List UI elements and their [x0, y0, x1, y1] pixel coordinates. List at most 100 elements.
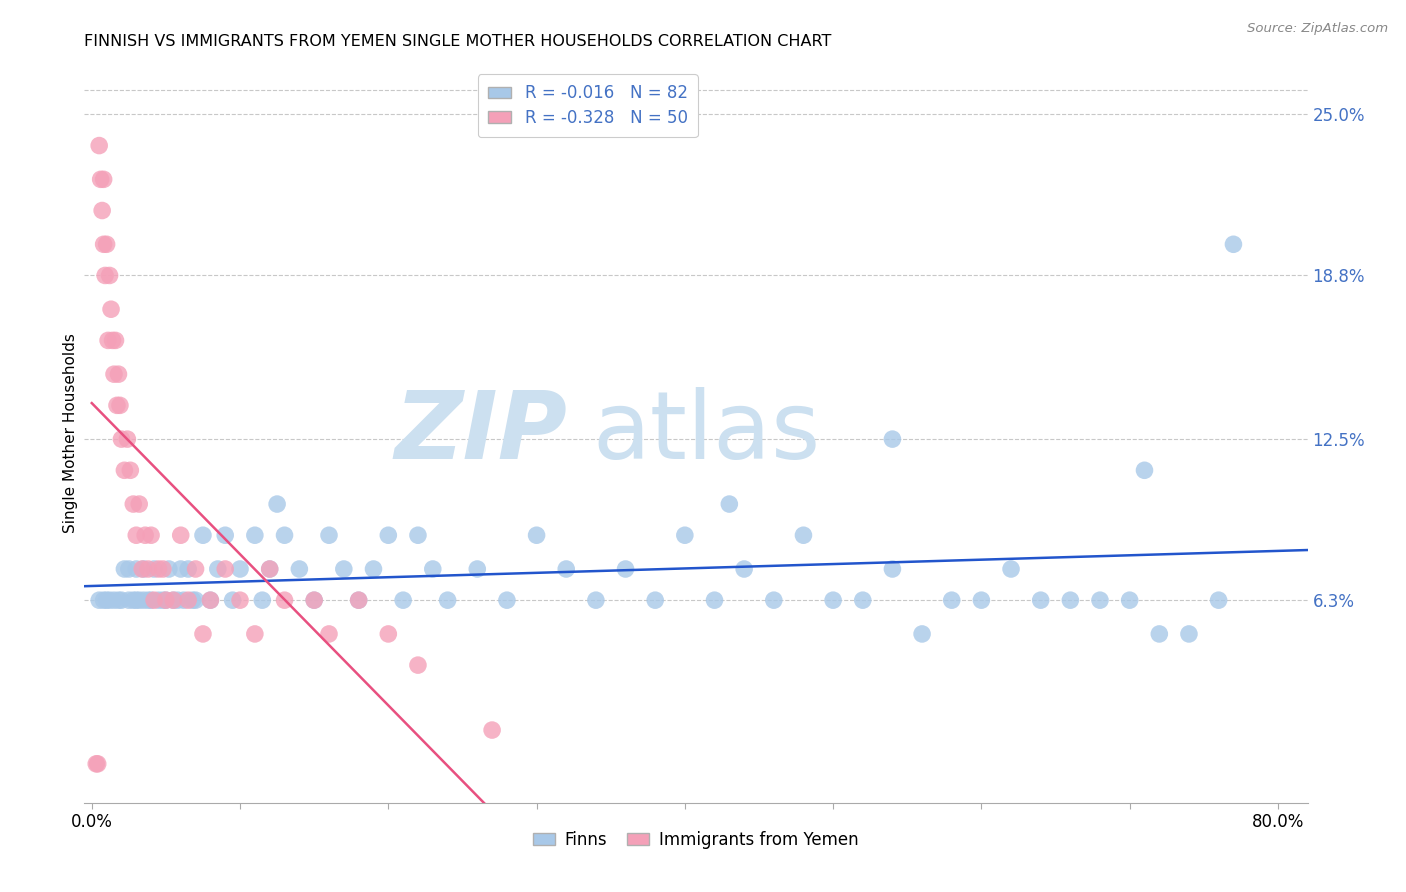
- Point: [112, 562, 135, 576]
- Point: [117, 432, 139, 446]
- Point: [882, 562, 904, 576]
- Point: [852, 593, 875, 607]
- Point: [1000, 562, 1022, 576]
- Point: [214, 528, 236, 542]
- Point: [406, 658, 429, 673]
- Point: [155, 593, 177, 607]
- Point: [266, 497, 288, 511]
- Point: [118, 593, 141, 607]
- Point: [882, 432, 904, 446]
- Text: atlas: atlas: [592, 386, 820, 479]
- Point: [132, 562, 155, 576]
- Point: [108, 398, 131, 412]
- Point: [191, 627, 214, 641]
- Point: [1059, 593, 1081, 607]
- Point: [496, 593, 519, 607]
- Point: [243, 528, 266, 542]
- Text: FINNISH VS IMMIGRANTS FROM YEMEN SINGLE MOTHER HOUSEHOLDS CORRELATION CHART: FINNISH VS IMMIGRANTS FROM YEMEN SINGLE …: [84, 34, 832, 49]
- Point: [733, 562, 755, 576]
- Point: [128, 593, 150, 607]
- Point: [207, 562, 229, 576]
- Point: [104, 334, 127, 348]
- Point: [136, 562, 159, 576]
- Point: [614, 562, 637, 576]
- Point: [191, 528, 214, 542]
- Y-axis label: Single Mother Households: Single Mother Households: [63, 333, 77, 533]
- Point: [132, 593, 155, 607]
- Point: [1133, 463, 1156, 477]
- Point: [105, 398, 128, 412]
- Point: [173, 593, 195, 607]
- Legend: Finns, Immigrants from Yemen: Finns, Immigrants from Yemen: [526, 824, 866, 855]
- Point: [120, 463, 142, 477]
- Point: [125, 528, 148, 542]
- Point: [221, 593, 243, 607]
- Point: [89, 138, 111, 153]
- Point: [166, 593, 188, 607]
- Point: [110, 432, 132, 446]
- Point: [823, 593, 845, 607]
- Point: [125, 562, 148, 576]
- Point: [128, 497, 150, 511]
- Point: [162, 593, 184, 607]
- Point: [941, 593, 963, 607]
- Text: ZIP: ZIP: [395, 386, 568, 479]
- Point: [318, 528, 340, 542]
- Point: [200, 593, 222, 607]
- Point: [259, 562, 281, 576]
- Point: [94, 268, 117, 283]
- Point: [152, 562, 174, 576]
- Text: Source: ZipAtlas.com: Source: ZipAtlas.com: [1247, 22, 1388, 36]
- Point: [90, 172, 112, 186]
- Point: [84, 756, 107, 771]
- Point: [318, 627, 340, 641]
- Point: [288, 562, 311, 576]
- Point: [377, 528, 399, 542]
- Point: [86, 756, 108, 771]
- Point: [302, 593, 325, 607]
- Point: [100, 302, 122, 317]
- Point: [273, 528, 295, 542]
- Point: [97, 334, 120, 348]
- Point: [112, 463, 135, 477]
- Point: [229, 562, 252, 576]
- Point: [122, 593, 145, 607]
- Point: [155, 593, 177, 607]
- Point: [1208, 593, 1230, 607]
- Point: [273, 593, 295, 607]
- Point: [134, 528, 156, 542]
- Point: [125, 593, 148, 607]
- Point: [93, 237, 115, 252]
- Point: [170, 528, 193, 542]
- Point: [98, 268, 121, 283]
- Point: [911, 627, 934, 641]
- Point: [762, 593, 785, 607]
- Point: [436, 593, 458, 607]
- Point: [243, 627, 266, 641]
- Point: [377, 627, 399, 641]
- Point: [107, 593, 129, 607]
- Point: [481, 723, 503, 737]
- Point: [184, 593, 207, 607]
- Point: [131, 562, 153, 576]
- Point: [792, 528, 814, 542]
- Point: [110, 593, 132, 607]
- Point: [703, 593, 725, 607]
- Point: [148, 562, 170, 576]
- Point: [333, 562, 356, 576]
- Point: [1178, 627, 1201, 641]
- Point: [177, 562, 200, 576]
- Point: [1222, 237, 1244, 252]
- Point: [93, 172, 115, 186]
- Point: [139, 528, 162, 542]
- Point: [465, 562, 488, 576]
- Point: [200, 593, 222, 607]
- Point: [214, 562, 236, 576]
- Point: [181, 593, 204, 607]
- Point: [96, 593, 118, 607]
- Point: [392, 593, 415, 607]
- Point: [229, 593, 252, 607]
- Point: [970, 593, 993, 607]
- Point: [526, 528, 548, 542]
- Point: [170, 562, 193, 576]
